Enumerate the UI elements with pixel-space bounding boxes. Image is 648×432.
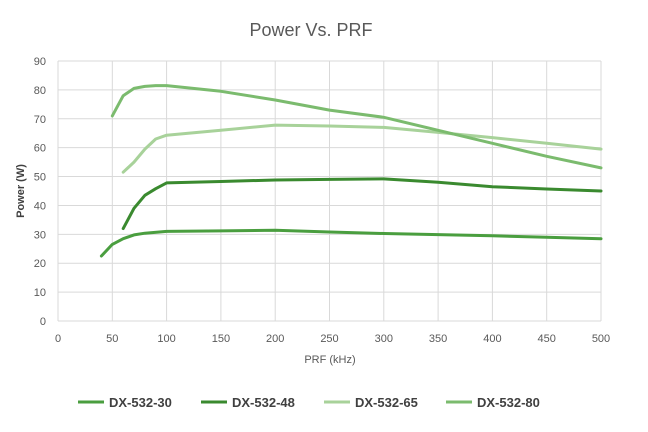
legend: DX-532-30 DX-532-48 DX-532-65 DX-532-80 xyxy=(78,395,540,410)
y-tick-label-10: 10 xyxy=(34,287,46,299)
legend-label-dx-532-65: DX-532-65 xyxy=(355,395,418,410)
y-tick-label-30: 30 xyxy=(34,229,46,241)
legend-label-dx-532-30: DX-532-30 xyxy=(109,395,172,410)
y-tick-label-0: 0 xyxy=(40,316,46,328)
series-line-dx-532-48 xyxy=(121,177,603,231)
gridlines xyxy=(57,60,602,322)
y-tick-labels: 0 10 20 30 40 50 60 70 80 90 xyxy=(34,56,46,328)
x-tick-label-400: 400 xyxy=(483,333,501,345)
chart-title: Power Vs. PRF xyxy=(249,20,372,40)
x-tick-label-200: 200 xyxy=(266,333,284,345)
y-tick-label-90: 90 xyxy=(34,56,46,68)
x-tick-label-450: 450 xyxy=(538,333,556,345)
x-tick-label-300: 300 xyxy=(375,333,393,345)
y-tick-label-50: 50 xyxy=(34,172,46,184)
legend-label-dx-532-80: DX-532-80 xyxy=(477,395,540,410)
y-tick-label-60: 60 xyxy=(34,143,46,155)
x-tick-labels: 0 50 100 150 200 250 300 350 400 450 500 xyxy=(55,333,610,345)
x-tick-label-500: 500 xyxy=(592,333,610,345)
x-tick-label-350: 350 xyxy=(429,333,447,345)
series-line-dx-532-30 xyxy=(99,228,603,258)
y-tick-label-70: 70 xyxy=(34,114,46,126)
y-axis-title: Power (W) xyxy=(15,164,27,218)
series-line-dx-532-65 xyxy=(121,123,603,174)
x-tick-label-250: 250 xyxy=(320,333,338,345)
legend-label-dx-532-48: DX-532-48 xyxy=(232,395,295,410)
x-tick-label-150: 150 xyxy=(212,333,230,345)
x-tick-label-100: 100 xyxy=(157,333,175,345)
y-tick-label-20: 20 xyxy=(34,258,46,270)
x-axis-title: PRF (kHz) xyxy=(304,354,355,366)
series-line-dx-532-80 xyxy=(110,84,603,170)
x-tick-label-0: 0 xyxy=(55,333,61,345)
series-lines xyxy=(99,84,603,258)
y-tick-label-80: 80 xyxy=(34,85,46,97)
y-tick-label-40: 40 xyxy=(34,200,46,212)
x-tick-label-50: 50 xyxy=(106,333,118,345)
